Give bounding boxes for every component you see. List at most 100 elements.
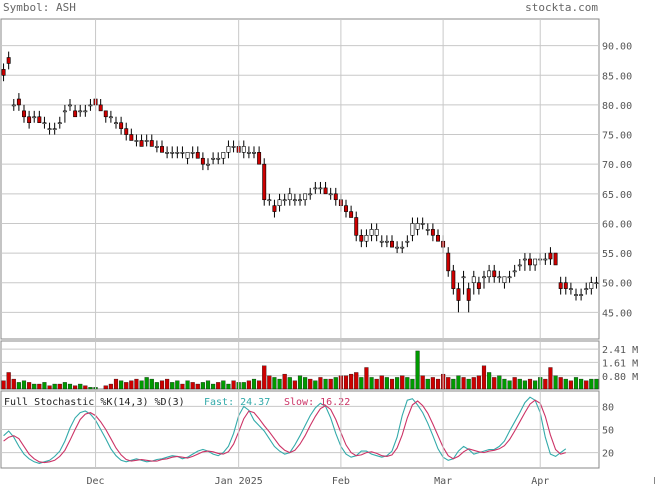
candle — [68, 99, 72, 111]
volume-bar — [364, 367, 369, 390]
candle — [497, 270, 502, 283]
candle-body — [124, 128, 129, 135]
candle — [533, 258, 538, 271]
candle-body — [175, 152, 180, 154]
site-link[interactable]: stockta.com — [525, 1, 598, 14]
volume-bar — [159, 380, 165, 390]
candle — [451, 264, 456, 295]
candle-body — [252, 152, 256, 154]
candle-body — [298, 199, 302, 202]
candle — [492, 264, 497, 283]
candle-body — [543, 258, 548, 261]
candle — [349, 205, 354, 218]
candle — [574, 288, 578, 301]
price-tick-label: 45.00 — [602, 308, 632, 319]
volume-bar — [251, 378, 257, 390]
candle-body — [517, 264, 522, 267]
candle-body — [195, 152, 200, 159]
candle — [57, 116, 62, 129]
candle — [216, 152, 221, 165]
volume-bar — [282, 373, 287, 390]
candle-body — [139, 140, 144, 147]
x-tick-label: May — [654, 476, 655, 486]
volume-bar — [27, 382, 32, 390]
candle — [589, 276, 594, 295]
candle-body — [512, 270, 517, 273]
candle-body — [1, 69, 6, 76]
volume-bar — [456, 375, 461, 390]
candle-body — [98, 104, 103, 112]
volume-bar — [103, 385, 108, 390]
candle — [262, 158, 267, 206]
candle-body — [548, 252, 553, 260]
candle-body — [584, 288, 589, 290]
candle — [6, 51, 11, 70]
candle — [379, 235, 384, 248]
candle-body — [436, 234, 440, 242]
stochastic-tick-label: 20 — [602, 449, 614, 460]
volume-bar — [257, 380, 262, 390]
candle-body — [200, 157, 205, 165]
candle-body — [522, 258, 527, 261]
candle-body — [507, 276, 512, 279]
candle — [594, 276, 599, 289]
candle — [62, 104, 67, 123]
volume-bar — [149, 378, 154, 390]
candle — [369, 223, 374, 242]
candle — [103, 110, 108, 123]
x-axis: Dec Jan 2025 Feb Mar Apr May — [87, 19, 655, 486]
candle — [78, 104, 83, 117]
candle-body — [344, 205, 348, 212]
candle-body — [359, 234, 364, 242]
candle — [272, 199, 277, 218]
candle — [354, 211, 359, 242]
candle-body — [262, 163, 267, 201]
x-tick-label: Apr — [531, 476, 549, 486]
candle — [395, 241, 400, 254]
price-tick-label: 50.00 — [602, 279, 632, 290]
candle — [52, 122, 57, 135]
volume-bar — [42, 382, 47, 390]
price-tick-label: 90.00 — [602, 42, 632, 53]
candle — [344, 199, 348, 218]
price-tick-label: 75.00 — [602, 131, 632, 142]
candle-body — [333, 193, 338, 201]
candle — [267, 193, 272, 206]
candle-body — [144, 140, 149, 142]
candle — [359, 229, 364, 248]
volume-bar — [568, 380, 573, 390]
candle-body — [185, 152, 190, 159]
candle-body — [37, 116, 42, 124]
candle — [114, 116, 118, 129]
candle-body — [170, 152, 175, 154]
volume-bar — [129, 380, 134, 390]
candle-body — [492, 270, 497, 278]
volume-bar — [78, 383, 83, 390]
candle — [446, 247, 451, 277]
volume-bar — [221, 380, 226, 390]
candle — [558, 276, 563, 295]
candle — [298, 193, 302, 206]
candle-body — [563, 282, 568, 289]
candle-body — [165, 152, 170, 154]
price-tick-label: 80.00 — [602, 101, 632, 112]
stochastic-slow-line — [3, 399, 566, 464]
candle-body — [47, 128, 52, 130]
volume-bar — [83, 385, 88, 390]
volume-bar — [502, 378, 507, 390]
volume-tick-label: 1.61 M — [602, 358, 638, 369]
volume-bar — [313, 380, 318, 390]
volume-bar — [369, 377, 374, 390]
candle — [108, 110, 113, 123]
candle-body — [129, 134, 134, 141]
price-tick-label: 70.00 — [602, 160, 632, 171]
candle-body — [497, 276, 502, 279]
candle — [185, 152, 190, 165]
candle — [165, 146, 170, 159]
candle — [190, 146, 195, 159]
candle — [308, 187, 313, 200]
volume-bar — [425, 378, 430, 390]
volume-bar — [113, 378, 119, 390]
stochastic-fast-value: Fast: 24.37 — [204, 397, 270, 408]
